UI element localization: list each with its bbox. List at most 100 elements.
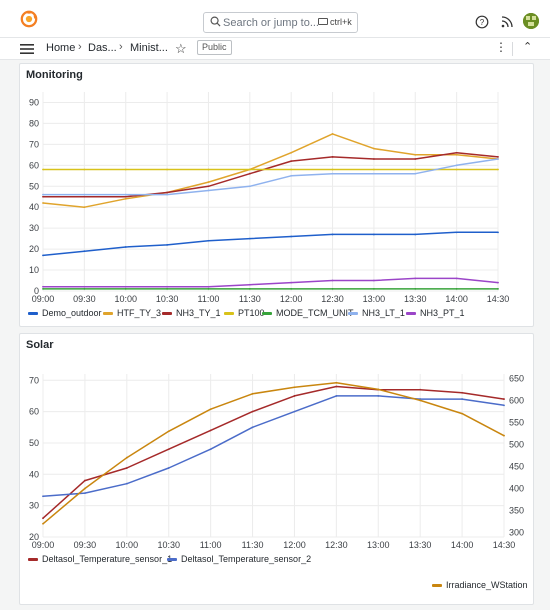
more-options-icon[interactable]: ⋮ xyxy=(495,40,507,54)
x-tick-label: 09:30 xyxy=(74,540,97,550)
search-icon xyxy=(210,16,221,27)
legend-item[interactable]: Deltasol_Temperature_sensor_2 xyxy=(167,554,311,564)
data-point xyxy=(331,168,334,171)
data-point xyxy=(290,160,293,163)
breadcrumb-home[interactable]: Home xyxy=(46,42,76,54)
y-tick-label: 50 xyxy=(29,438,39,448)
data-point xyxy=(166,191,168,194)
legend-item[interactable]: NH3_LT_1 xyxy=(348,308,405,318)
series-line xyxy=(42,133,499,208)
data-point xyxy=(331,279,334,282)
legend-label: Deltasol_Temperature_sensor_1 xyxy=(42,554,172,564)
user-avatar[interactable] xyxy=(523,13,539,29)
data-point xyxy=(42,288,44,290)
breadcrumb-dashboards[interactable]: Das... xyxy=(88,42,117,54)
series-line xyxy=(42,385,505,519)
solar-chart: 20 30 40 50 60 70 09:00 09:30 10:00 10:30 11:00 11:… xyxy=(28,373,528,590)
y-tick-label: 10 xyxy=(29,265,39,275)
star-icon[interactable]: ☆ xyxy=(175,41,187,56)
data-point xyxy=(248,185,251,188)
data-point xyxy=(42,522,44,525)
y-tick-label: 50 xyxy=(29,181,39,191)
y-tick-label: 60 xyxy=(29,160,39,170)
data-point xyxy=(248,283,251,286)
data-point xyxy=(419,388,422,391)
data-point xyxy=(373,147,375,150)
data-point xyxy=(84,487,86,490)
data-point xyxy=(42,168,44,171)
legend-item[interactable]: PT100 xyxy=(224,308,265,318)
data-point xyxy=(124,168,127,171)
search-bar[interactable]: Search or jump to... ctrl+k xyxy=(203,12,358,33)
legend-item[interactable]: NH3_TY_1 xyxy=(162,308,221,318)
data-point xyxy=(497,288,499,290)
legend-item[interactable]: Irradiance_WStation xyxy=(432,580,528,590)
data-point xyxy=(455,231,458,234)
x-tick-label: 11:30 xyxy=(239,294,261,304)
data-point xyxy=(124,288,127,290)
data-point xyxy=(166,285,168,288)
monitoring-panel-title: Monitoring xyxy=(26,69,83,81)
y-tick-label: 90 xyxy=(29,97,39,107)
data-point xyxy=(331,233,334,236)
data-point xyxy=(455,168,458,171)
data-point xyxy=(167,430,170,433)
y2-tick-label: 400 xyxy=(509,484,524,494)
legend-swatch xyxy=(162,312,172,315)
legend-swatch xyxy=(103,312,113,315)
y-tick-label: 30 xyxy=(29,501,39,511)
data-point xyxy=(83,193,86,196)
help-icon[interactable]: ? xyxy=(475,15,489,29)
x-tick-label: 09:00 xyxy=(32,540,55,550)
data-point xyxy=(248,168,251,171)
data-point xyxy=(251,392,254,395)
data-point xyxy=(209,429,212,432)
series-line xyxy=(43,158,499,196)
data-point xyxy=(461,391,463,394)
legend-item[interactable]: NH3_PT_1 xyxy=(406,308,465,318)
legend-item[interactable]: HTF_TY_3 xyxy=(103,308,161,318)
menu-icon[interactable] xyxy=(20,44,34,54)
data-point xyxy=(414,277,417,280)
legend-swatch xyxy=(28,558,38,561)
y2-tick-label: 450 xyxy=(509,462,524,472)
data-point xyxy=(414,168,417,171)
y-tick-label: 40 xyxy=(29,469,39,479)
data-point xyxy=(166,244,168,246)
legend-item[interactable]: Deltasol_Temperature_sensor_1 xyxy=(28,554,172,564)
series-line xyxy=(42,395,505,498)
y2-tick-label: 300 xyxy=(509,528,524,538)
data-point xyxy=(125,482,128,485)
x-tick-label: 12:00 xyxy=(283,540,306,550)
y2-tick-label: 350 xyxy=(509,506,524,516)
breadcrumb-separator-icon: › xyxy=(119,41,123,53)
data-point xyxy=(207,189,210,192)
series-line xyxy=(42,382,505,525)
legend-label: Irradiance_WStation xyxy=(446,580,528,590)
y2-tick-label: 500 xyxy=(509,439,524,449)
legend-swatch xyxy=(406,312,416,315)
data-point xyxy=(83,195,86,198)
top-bar: Search or jump to... ctrl+k ? xyxy=(0,0,550,38)
x-tick-label: 10:00 xyxy=(116,540,139,550)
x-tick-label: 14:00 xyxy=(445,294,468,304)
y2-tick-label: 550 xyxy=(509,417,524,427)
x-tick-label: 09:30 xyxy=(73,294,96,304)
data-point xyxy=(503,434,505,437)
search-placeholder: Search or jump to... xyxy=(223,17,319,29)
chevron-up-icon[interactable]: ⌃ xyxy=(523,41,533,53)
data-point xyxy=(248,288,251,290)
x-tick-label: 14:30 xyxy=(487,294,510,304)
news-feed-icon[interactable] xyxy=(500,15,514,29)
data-point xyxy=(419,399,422,402)
legend-item[interactable]: Demo_outdoor xyxy=(28,308,102,318)
grafana-logo-icon[interactable] xyxy=(20,10,38,28)
solar-panel: Solar 20 30 40 50 60 70 09:00 09:30 10:00 10:30 11… xyxy=(19,333,534,605)
data-point xyxy=(335,395,338,397)
y-tick-label: 60 xyxy=(29,407,39,417)
data-point xyxy=(335,385,338,388)
data-point xyxy=(497,158,499,160)
legend-item[interactable]: MODE_TCM_UNIT xyxy=(262,308,354,318)
data-point xyxy=(331,156,334,158)
data-point xyxy=(248,237,251,240)
